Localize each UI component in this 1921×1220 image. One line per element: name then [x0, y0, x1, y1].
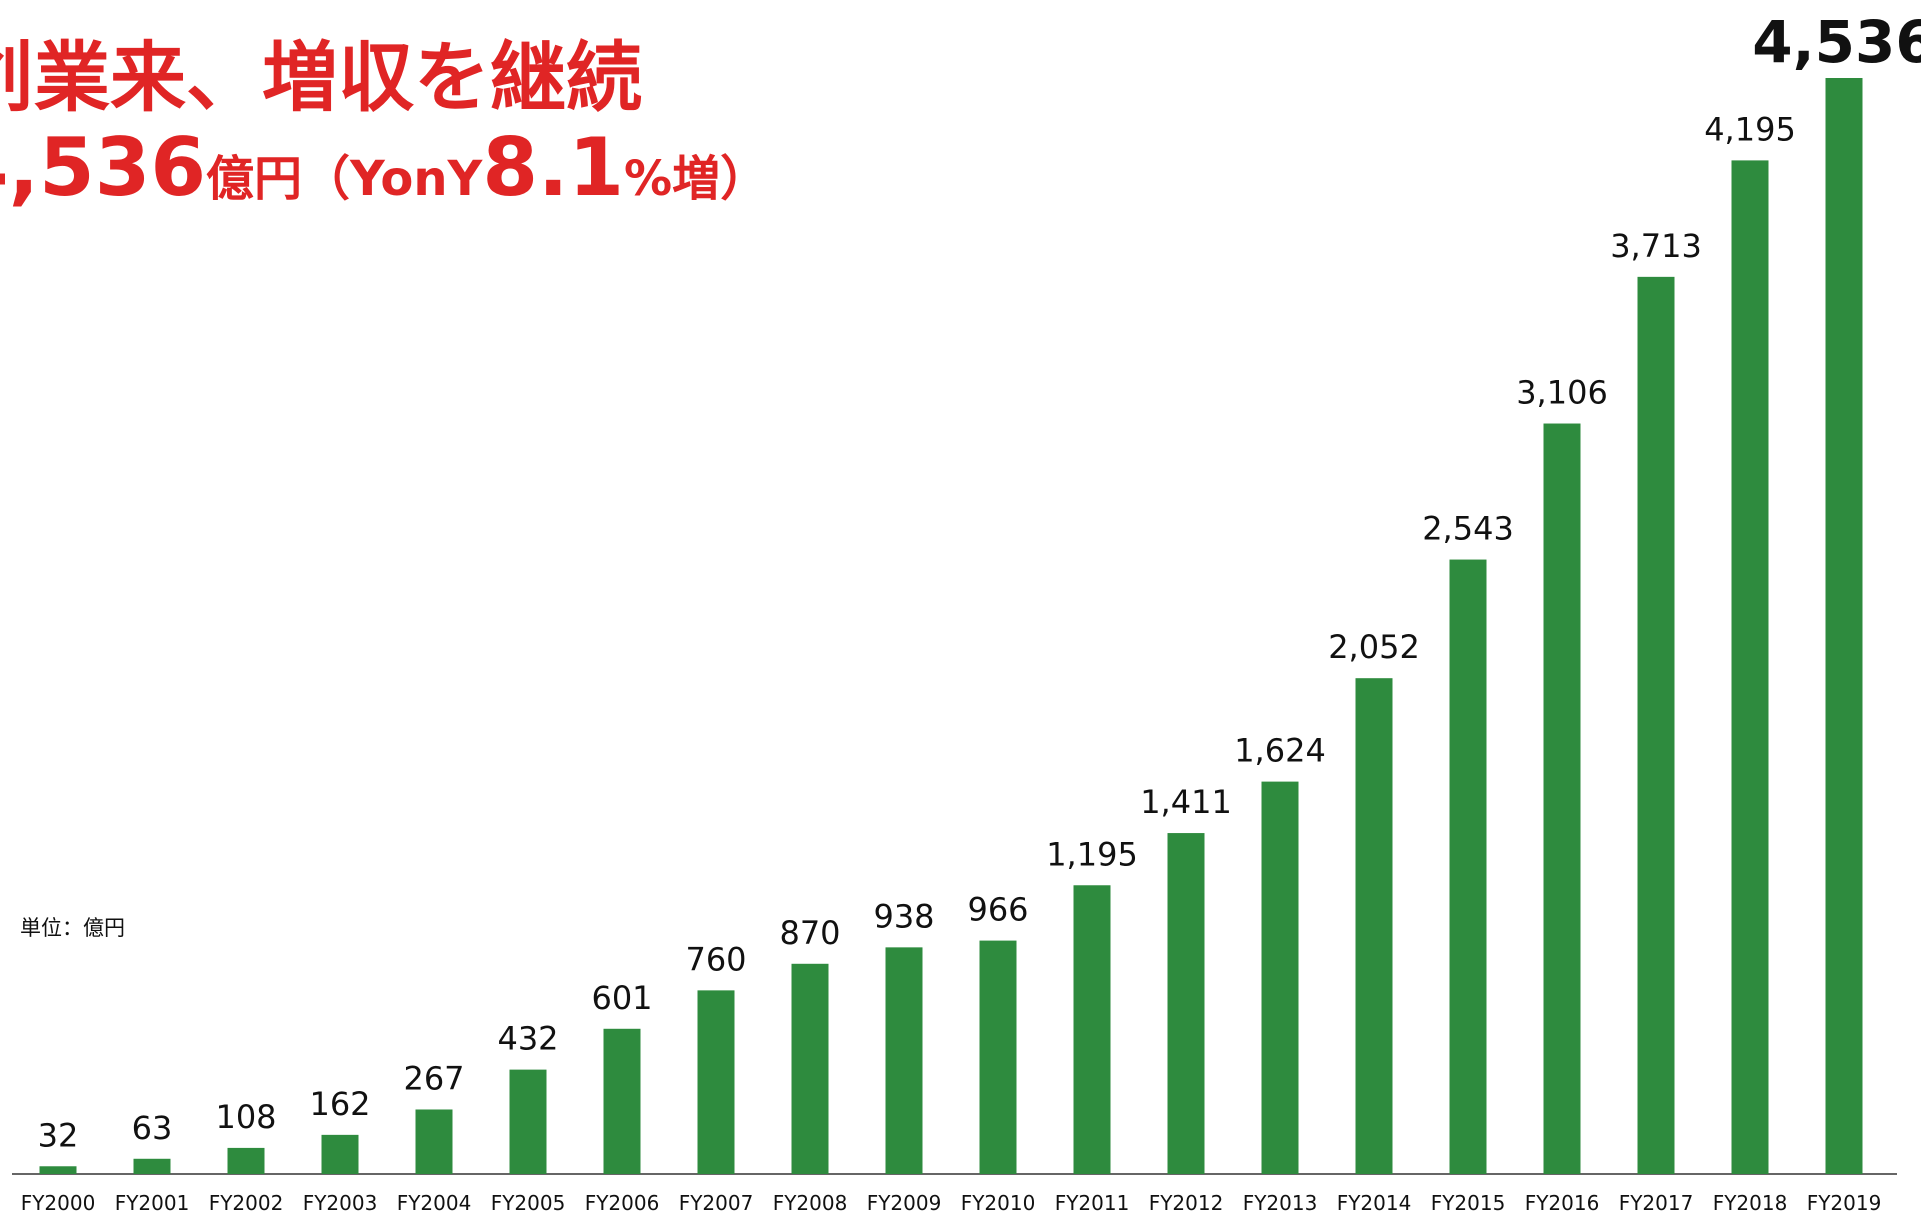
x-tick-label: FY2002 [209, 1191, 284, 1215]
bar [697, 990, 735, 1174]
bar [227, 1147, 265, 1174]
data-label: 432 [497, 1020, 558, 1058]
subtitle-part: 億円（YonY [206, 151, 484, 207]
data-label: 2,052 [1328, 628, 1420, 666]
bar [1825, 78, 1863, 1174]
data-label: 870 [779, 914, 840, 952]
data-label: 32 [38, 1116, 79, 1154]
data-label: 1,411 [1140, 783, 1232, 821]
data-label: 3,106 [1516, 374, 1608, 412]
data-label: 601 [591, 979, 652, 1017]
data-label: 1,195 [1046, 835, 1138, 873]
bar [1261, 781, 1299, 1174]
data-label: 938 [873, 897, 934, 935]
x-tick-label: FY2017 [1619, 1191, 1694, 1215]
x-tick-label: FY2013 [1243, 1191, 1318, 1215]
x-tick-label: FY2004 [397, 1191, 472, 1215]
data-label: 267 [403, 1059, 464, 1097]
bar [603, 1028, 641, 1174]
x-tick-label: FY2007 [679, 1191, 754, 1215]
x-tick-label: FY2012 [1149, 1191, 1224, 1215]
x-tick-label: FY2014 [1337, 1191, 1412, 1215]
x-tick-label: FY2015 [1431, 1191, 1506, 1215]
subtitle-part: %増） [624, 151, 768, 207]
bar [885, 947, 923, 1174]
subtitle-part: 8.1 [482, 121, 624, 214]
data-label: 162 [309, 1085, 370, 1123]
bar [979, 940, 1017, 1174]
x-tick-label: FY2001 [115, 1191, 190, 1215]
bar [415, 1109, 453, 1174]
bar [791, 963, 829, 1174]
x-tick-label: FY2011 [1055, 1191, 1130, 1215]
bar [509, 1069, 547, 1174]
data-label: 966 [967, 891, 1028, 929]
x-tick-label: FY2005 [491, 1191, 566, 1215]
x-tick-label: FY2019 [1807, 1191, 1882, 1215]
subtitle-part: 4,536 [0, 121, 206, 214]
data-label: 4,536 [1752, 8, 1921, 76]
bar [1167, 833, 1205, 1174]
x-tick-label: FY2018 [1713, 1191, 1788, 1215]
data-label: 1,624 [1234, 732, 1326, 770]
bar [1731, 160, 1769, 1174]
data-label: 108 [215, 1098, 276, 1136]
data-label: 760 [685, 940, 746, 978]
x-tick-label: FY2016 [1525, 1191, 1600, 1215]
bar [133, 1158, 171, 1174]
x-tick-label: FY2008 [773, 1191, 848, 1215]
data-label: 3,713 [1610, 227, 1702, 265]
data-label: 2,543 [1422, 510, 1514, 548]
x-tick-label: FY2003 [303, 1191, 378, 1215]
data-label: 4,195 [1704, 110, 1796, 148]
chart-subtitle: 4,536億円（YonY8.1%増） [0, 121, 768, 214]
bar [1449, 559, 1487, 1174]
chart-title: 創業来、増収を継続 [0, 33, 642, 122]
x-tick-label: FY2009 [867, 1191, 942, 1215]
bar [39, 1166, 77, 1174]
x-tick-label: FY2010 [961, 1191, 1036, 1215]
bar [321, 1134, 359, 1174]
unit-note: 単位：億円 [20, 916, 125, 940]
bar [1355, 678, 1393, 1174]
bar [1637, 276, 1675, 1175]
x-tick-label: FY2006 [585, 1191, 660, 1215]
bar [1543, 423, 1581, 1175]
bar [1073, 885, 1111, 1174]
data-label: 63 [132, 1109, 173, 1147]
x-tick-label: FY2000 [21, 1191, 96, 1215]
